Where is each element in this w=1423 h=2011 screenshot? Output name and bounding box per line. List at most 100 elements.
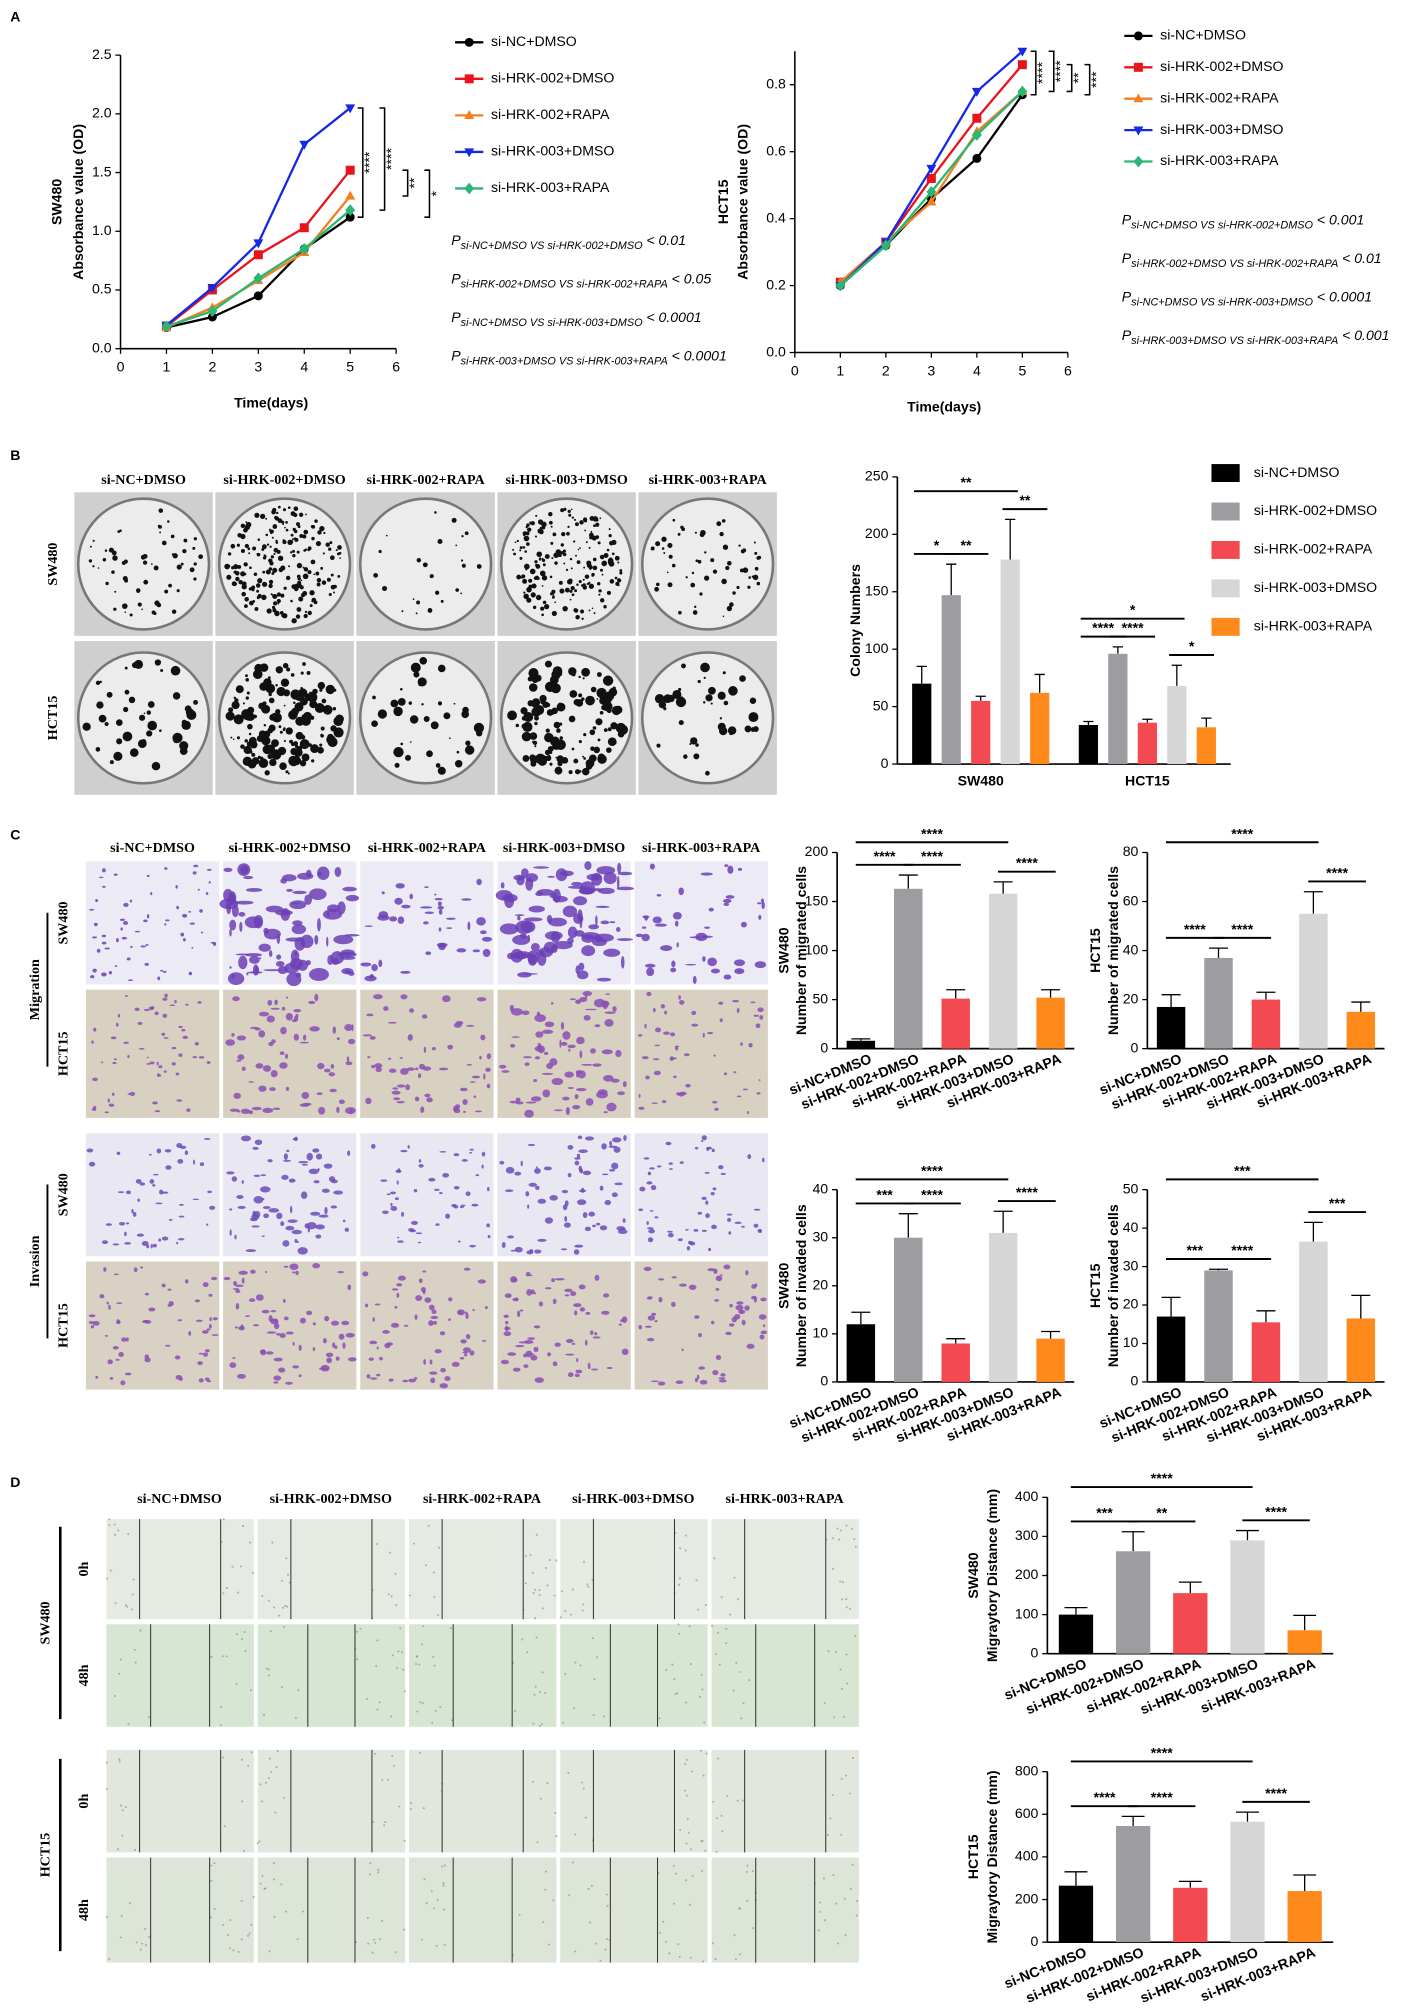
legend-swatch <box>1211 540 1240 559</box>
cell <box>301 1091 310 1100</box>
colony <box>282 523 285 526</box>
colony <box>592 565 598 571</box>
y-tick-label: 0 <box>820 1373 828 1389</box>
cell <box>564 1672 567 1675</box>
cell <box>93 922 98 927</box>
cell <box>582 1603 585 1606</box>
cell <box>533 1617 537 1620</box>
y-tick-label: 0 <box>820 1039 828 1055</box>
colony <box>262 556 267 560</box>
cell <box>152 1101 158 1105</box>
cell <box>101 941 107 945</box>
cell <box>169 1004 176 1007</box>
colony <box>232 581 238 587</box>
cell <box>200 931 204 934</box>
cell <box>469 1350 475 1356</box>
cell <box>713 1054 716 1057</box>
legend-marker <box>1133 155 1144 168</box>
x-tick-label: 0 <box>791 362 799 378</box>
cell <box>365 1097 372 1105</box>
p-comparison: si-NC+DMSO VS si-HRK-003+DMSO <box>1131 296 1313 308</box>
colony <box>264 770 270 776</box>
cell <box>403 1928 406 1931</box>
colony <box>596 697 599 700</box>
colony <box>598 593 601 596</box>
cell <box>199 1162 205 1167</box>
photo <box>223 989 357 1118</box>
cell <box>460 1204 466 1207</box>
colony <box>296 574 301 579</box>
cell <box>612 1006 617 1012</box>
cell <box>534 1249 542 1254</box>
cell <box>844 1934 847 1937</box>
cell <box>662 1920 665 1923</box>
cell <box>415 1232 423 1235</box>
cell <box>411 1220 418 1225</box>
colony <box>96 701 104 709</box>
cell <box>518 1341 529 1344</box>
colony <box>592 726 597 730</box>
cell <box>575 999 582 1005</box>
cell <box>817 1929 820 1932</box>
cell <box>344 934 360 937</box>
cell <box>192 1159 196 1165</box>
significance-label: **** <box>383 148 399 170</box>
cell <box>839 1668 842 1671</box>
cell <box>670 967 677 973</box>
colony <box>303 613 308 619</box>
colony <box>245 521 248 523</box>
cell <box>581 1063 593 1066</box>
p-comparison: si-HRK-002+DMSO VS si-HRK-002+RAPA <box>461 278 668 290</box>
cell <box>499 923 519 935</box>
colony <box>612 706 616 710</box>
cell <box>570 1291 577 1297</box>
colony <box>527 676 533 682</box>
colony <box>555 739 566 750</box>
cell <box>128 1902 131 1905</box>
cell <box>117 1529 120 1532</box>
colony <box>258 758 269 769</box>
cell <box>537 1238 547 1242</box>
cell <box>846 1682 849 1685</box>
colony <box>536 551 542 558</box>
cell <box>220 1705 223 1708</box>
cell <box>726 1213 733 1216</box>
cell <box>587 1585 590 1588</box>
colony <box>514 541 517 544</box>
cell <box>447 1044 454 1050</box>
cell <box>512 1367 521 1372</box>
cell <box>440 1367 446 1373</box>
cell <box>524 1582 527 1585</box>
cell <box>232 1949 235 1952</box>
colony <box>159 729 162 733</box>
column-label: si-HRK-003+RAPA <box>642 840 761 856</box>
y-tick-label: 0 <box>881 755 889 771</box>
cell <box>701 1135 707 1141</box>
colony <box>716 521 722 527</box>
cell <box>592 1713 595 1717</box>
cell <box>390 1595 393 1598</box>
cell <box>694 1146 699 1150</box>
colony <box>596 687 607 699</box>
colony <box>541 585 544 587</box>
colony <box>554 561 558 565</box>
cell <box>552 1361 558 1367</box>
colony <box>530 760 537 767</box>
cell <box>188 910 192 913</box>
cell <box>129 899 133 903</box>
cell <box>403 1839 406 1842</box>
cell <box>428 1320 434 1326</box>
colony <box>583 757 586 760</box>
colony <box>663 552 666 554</box>
cell <box>250 1269 256 1274</box>
cell <box>165 919 170 922</box>
cell <box>725 1331 732 1336</box>
cell <box>562 1721 565 1724</box>
colony <box>228 707 234 713</box>
cell <box>152 1243 157 1248</box>
p-value: Psi-HRK-002+DMSO VS si-HRK-002+RAPA < 0.0… <box>451 270 711 290</box>
cell <box>616 938 634 941</box>
colony <box>531 701 538 708</box>
cell <box>707 1268 716 1272</box>
cell <box>116 1320 121 1324</box>
